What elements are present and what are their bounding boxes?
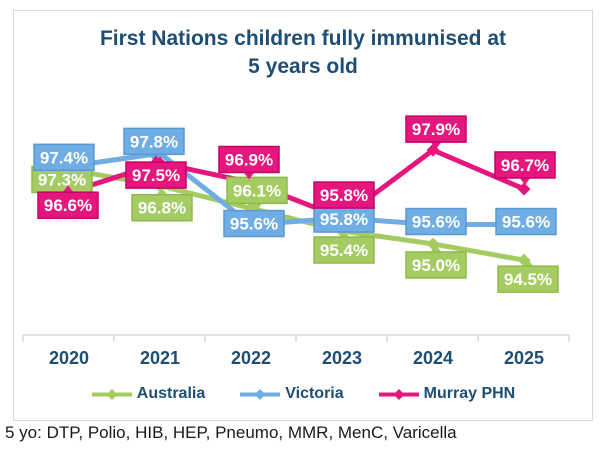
victoria-label-caret-2021 xyxy=(148,153,160,162)
murray-phn-label-2022: 96.9% xyxy=(225,150,273,169)
chart-card: First Nations children fully immunised a… xyxy=(13,10,593,421)
legend-item-victoria: Victoria xyxy=(239,385,344,403)
murray-phn-label-caret-2024 xyxy=(430,141,442,150)
murray-phn-label-2023: 95.8% xyxy=(320,186,368,205)
victoria-label-box-2025 xyxy=(495,207,557,236)
murray-phn-marker-2025 xyxy=(517,182,531,196)
australia-label-2021: 96.8% xyxy=(138,199,186,218)
australia-label-caret-2025 xyxy=(522,259,534,268)
australia-label-2023: 95.4% xyxy=(320,241,368,260)
victoria-label-2021: 97.8% xyxy=(130,132,178,151)
victoria-label-2024: 95.6% xyxy=(412,213,460,232)
x-axis-label-2023: 2023 xyxy=(322,348,362,368)
footnote-text: 5 yo: DTP, Polio, HIB, HEP, Pneumo, MMR,… xyxy=(5,423,457,442)
victoria-label-box-2020 xyxy=(33,143,95,172)
australia-label-caret-2022 xyxy=(251,202,263,211)
murray-phn-label-box-2020 xyxy=(37,191,99,219)
australia-label-2025: 94.5% xyxy=(504,270,552,289)
australia-label-caret-2023 xyxy=(338,230,350,239)
legend-label-murray-phn: Murray PHN xyxy=(423,385,516,402)
murray-phn-label-2025: 96.7% xyxy=(501,156,549,175)
murray-phn-label-box-2023 xyxy=(313,181,375,209)
murray-phn-label-caret-2025 xyxy=(519,176,531,185)
chart-title-line2: 5 years old xyxy=(248,55,358,79)
australia-label-box-2025 xyxy=(497,265,559,293)
victoria-label-2022: 95.6% xyxy=(230,215,278,234)
australia-label-2024: 95.0% xyxy=(412,256,460,275)
legend-item-australia: Australia xyxy=(91,385,205,403)
victoria-label-box-2024 xyxy=(405,207,467,236)
line-chart-plot: 2020 2021 2022 2023 2024 2025 97.3% 96.8% 96.1% 9… xyxy=(22,115,570,368)
australia-label-2022: 96.1% xyxy=(233,181,281,200)
legend-label-australia: Australia xyxy=(136,385,206,402)
x-axis-label-2020: 2020 xyxy=(49,348,89,368)
victoria-label-2023: 95.8% xyxy=(320,210,368,229)
x-axis-label-2025: 2025 xyxy=(504,348,544,368)
murray-phn-label-2020: 96.6% xyxy=(44,196,92,215)
x-axis-label-2022: 2022 xyxy=(231,348,271,368)
legend-marker-murray-phn xyxy=(378,388,419,400)
victoria-label-box-2023 xyxy=(313,205,375,233)
australia-label-box-2022 xyxy=(226,176,288,205)
chart-title-line1: First Nations children fully immunised a… xyxy=(99,27,507,50)
victoria-label-box-2021 xyxy=(123,127,185,156)
murray-phn-label-caret-2020 xyxy=(62,185,74,194)
legend-marker-victoria xyxy=(240,388,281,400)
x-axis-label-2024: 2024 xyxy=(413,348,453,368)
chart-legend: Australia Victoria Murray PHN xyxy=(14,382,592,406)
murray-phn-label-box-2024 xyxy=(405,115,467,143)
australia-label-caret-2021 xyxy=(156,187,168,196)
australia-label-box-2021 xyxy=(131,193,193,222)
legend-marker-australia xyxy=(91,388,132,400)
australia-label-box-2024 xyxy=(405,251,467,279)
victoria-label-2025: 95.6% xyxy=(502,213,550,232)
chart-title: First Nations children fully immunised a… xyxy=(14,25,592,82)
australia-label-box-2023 xyxy=(313,236,375,264)
legend-item-murray-phn: Murray PHN xyxy=(378,385,516,403)
murray-phn-label-box-2022 xyxy=(218,145,280,174)
australia-label-2020: 97.3% xyxy=(38,171,86,190)
legend-label-victoria: Victoria xyxy=(285,385,344,402)
murray-phn-label-box-2021 xyxy=(125,161,187,189)
murray-phn-label-caret-2021 xyxy=(150,155,162,164)
victoria-label-box-2022 xyxy=(223,209,285,238)
victoria-label-2020: 97.4% xyxy=(40,148,88,167)
murray-phn-label-2021: 97.5% xyxy=(132,166,180,185)
australia-label-caret-2024 xyxy=(430,244,442,253)
murray-phn-label-box-2025 xyxy=(494,151,556,179)
x-axis-label-2021: 2021 xyxy=(140,348,180,368)
murray-phn-label-caret-2022 xyxy=(243,171,255,180)
murray-phn-label-2024: 97.9% xyxy=(412,120,460,139)
